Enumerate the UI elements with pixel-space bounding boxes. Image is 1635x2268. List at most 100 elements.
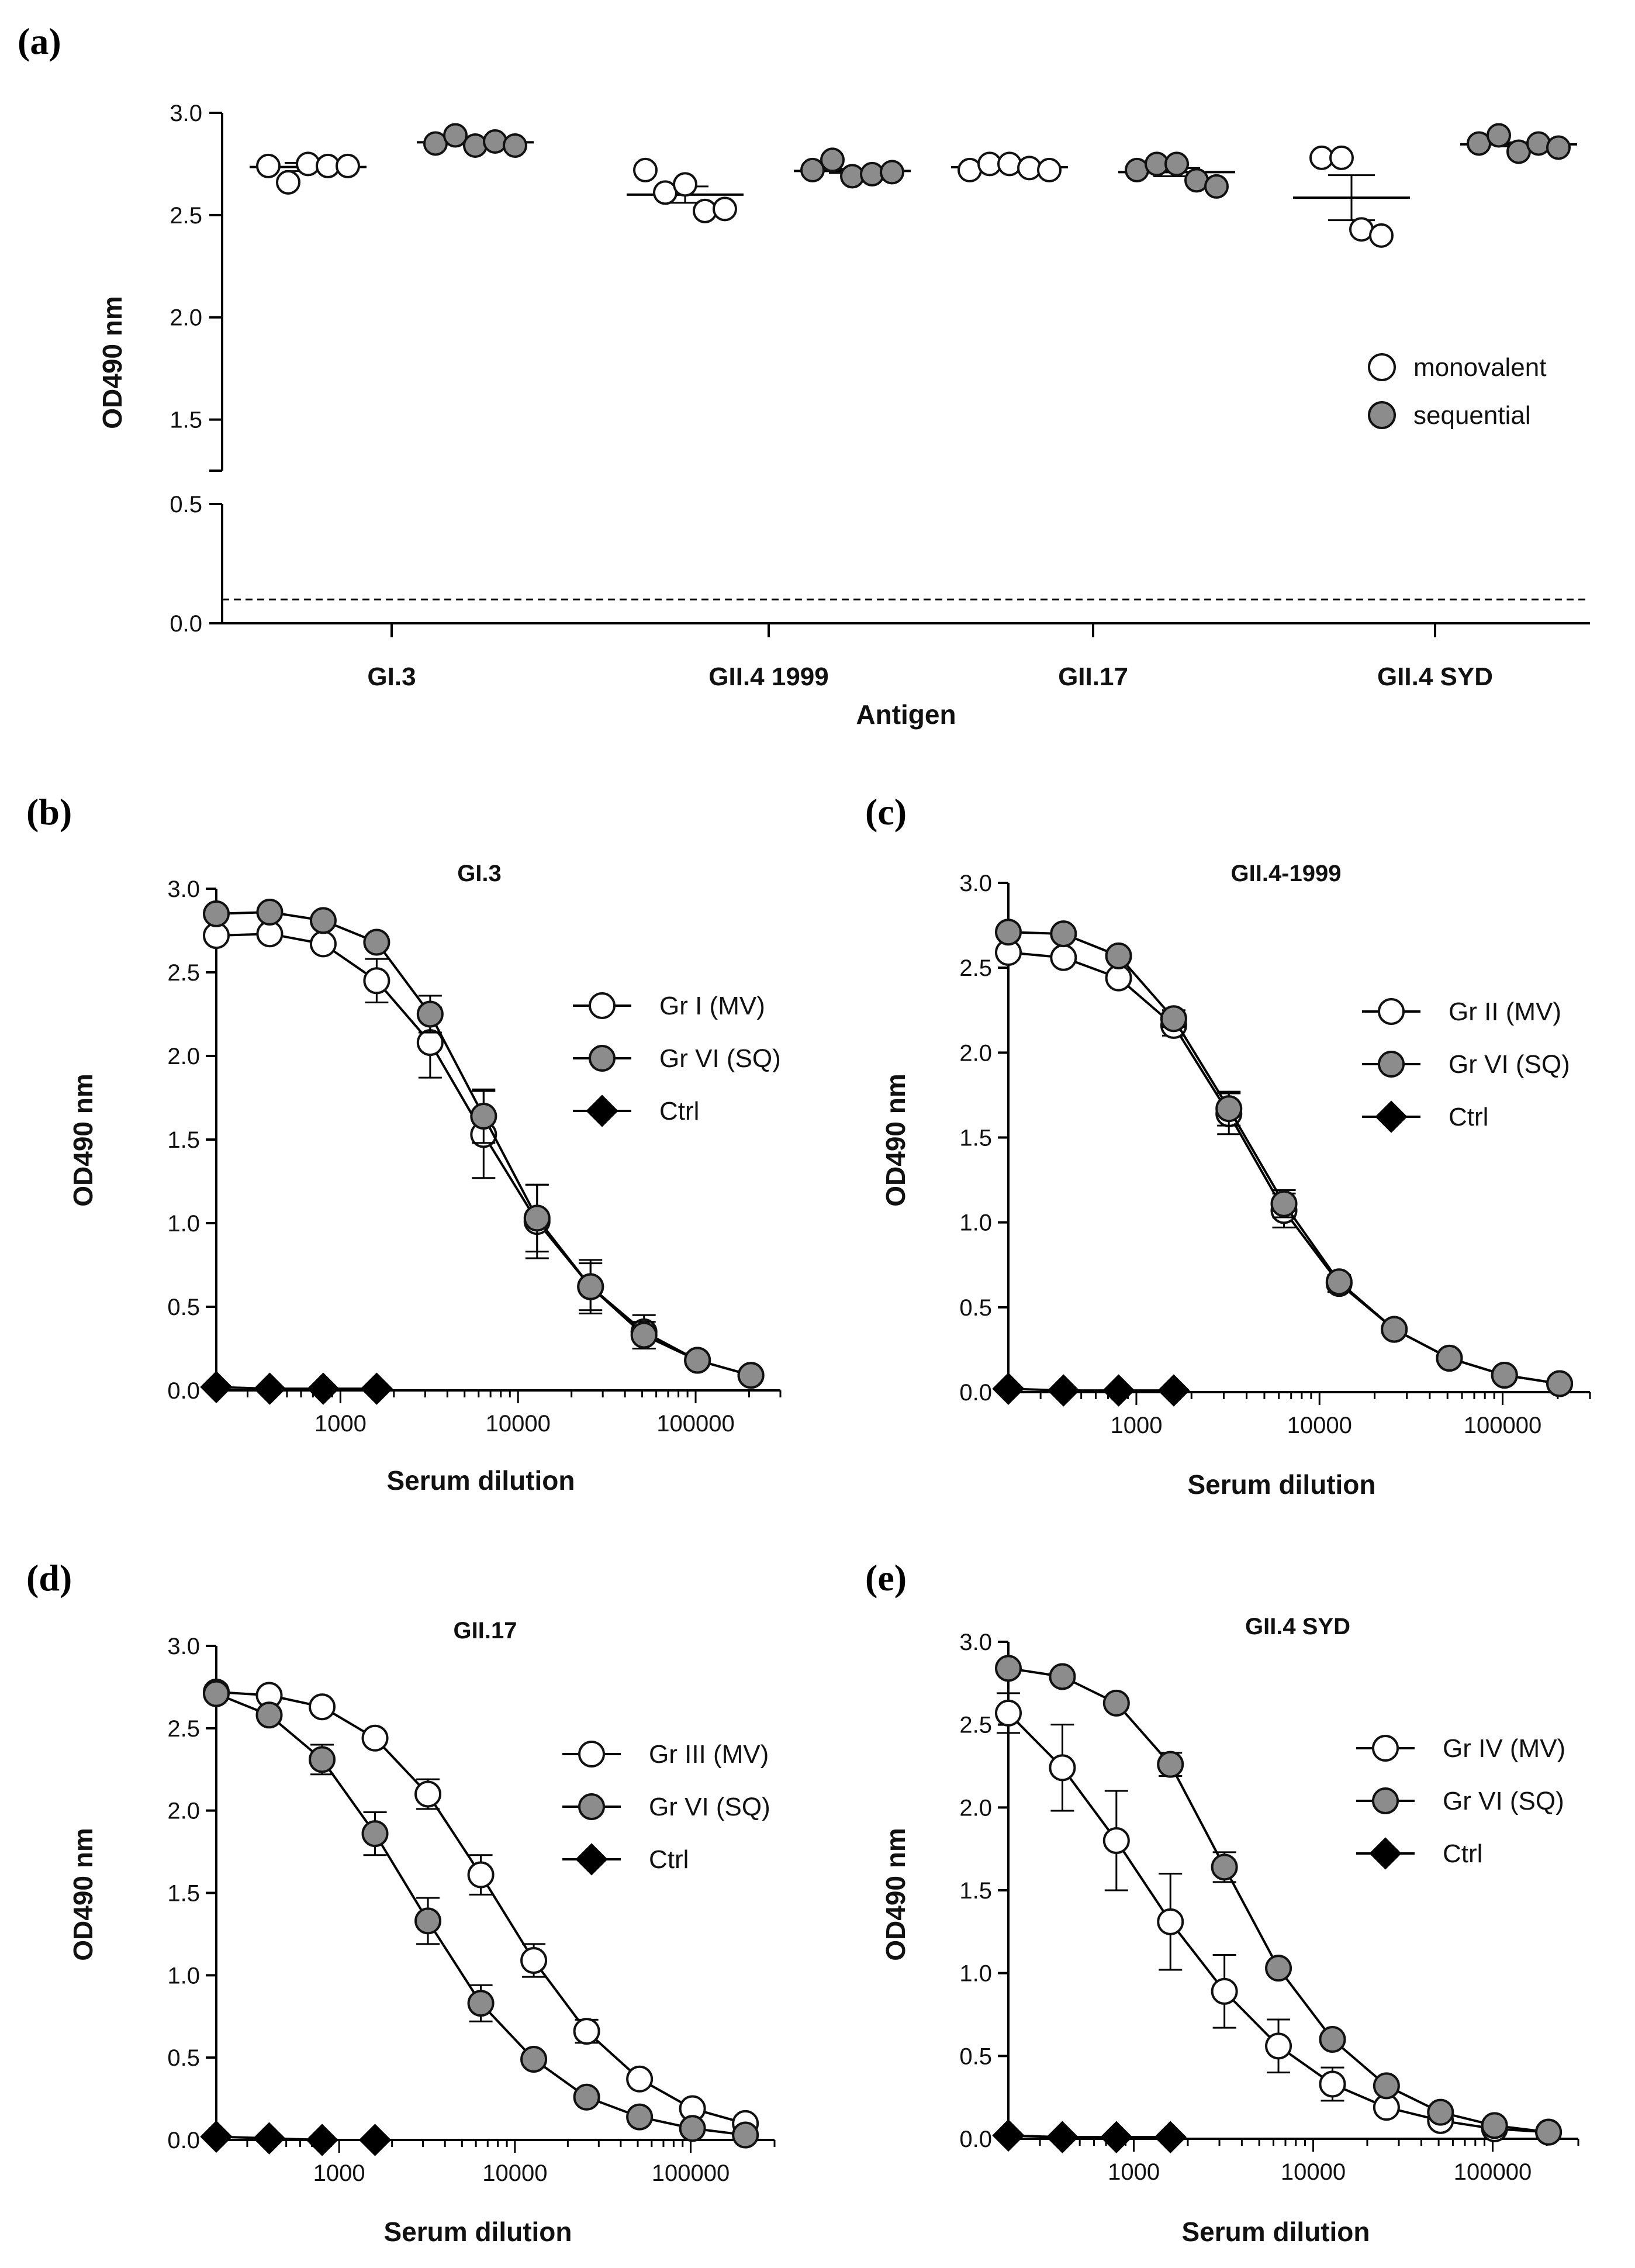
data-point bbox=[732, 2121, 759, 2149]
legend-label: Ctrl bbox=[1443, 1839, 1482, 1868]
y-tick-label: 3.0 bbox=[167, 1634, 200, 1659]
data-point bbox=[573, 2018, 600, 2045]
x-tick-label: 1000 bbox=[314, 1411, 367, 1437]
data-point bbox=[360, 1372, 393, 1405]
data-point bbox=[1049, 1663, 1076, 1690]
y-tick-label: 2.5 bbox=[167, 1716, 200, 1742]
y-tick-label: 2.5 bbox=[167, 960, 200, 986]
data-point bbox=[414, 1780, 442, 1808]
panel-e: (e) GII.4 SYD 0.0 0.5 1.0 1.5 2.0 2.5 3.0 1000 100… bbox=[865, 1557, 1579, 2247]
data-point bbox=[1211, 1853, 1238, 1881]
legend-label: Gr III (MV) bbox=[649, 1740, 769, 1769]
x-tick-label: 100000 bbox=[656, 1411, 734, 1437]
legend-label: Gr I (MV) bbox=[659, 992, 765, 1020]
legend: Gr I (MV) Gr VI (SQ) Ctrl bbox=[573, 992, 781, 1127]
data-point bbox=[520, 2045, 548, 2073]
y-tick-label: 1.5 bbox=[167, 1881, 200, 1907]
data-point bbox=[1487, 123, 1511, 148]
data-point bbox=[1157, 1751, 1184, 1778]
data-point bbox=[800, 157, 825, 182]
data-point bbox=[1215, 1095, 1243, 1123]
chart-title: GII.4-1999 bbox=[1230, 861, 1341, 886]
data-point bbox=[483, 129, 507, 154]
x-tick-label: 10000 bbox=[1281, 2159, 1346, 2185]
y-tick-label: 0.5 bbox=[959, 1295, 992, 1321]
y-tick-label: 1.0 bbox=[959, 1961, 992, 1987]
data-point bbox=[361, 1724, 389, 1752]
data-point bbox=[253, 2122, 286, 2155]
data-point bbox=[633, 157, 658, 182]
data-point bbox=[1049, 1754, 1076, 1782]
chart-title: GII.17 bbox=[454, 1618, 517, 1644]
legend-marker bbox=[589, 1045, 616, 1072]
legend-label: Gr VI (SQ) bbox=[1443, 1787, 1564, 1815]
y-tick-label: 0.0 bbox=[167, 1378, 200, 1404]
data-point bbox=[1373, 2072, 1400, 2100]
chart-title: GII.4 SYD bbox=[1245, 1614, 1350, 1639]
y-axis-title: OD490 nm bbox=[68, 1828, 98, 1961]
data-point bbox=[1102, 1689, 1130, 1717]
y-tick-label: 1.5 bbox=[170, 408, 202, 433]
data-point bbox=[200, 2120, 233, 2153]
group-monovalent bbox=[951, 151, 1068, 182]
panel-label-c: (c) bbox=[865, 791, 907, 833]
data-point bbox=[1100, 2121, 1133, 2153]
y-tick-label: 3.0 bbox=[959, 871, 992, 896]
data-point bbox=[256, 153, 281, 178]
x-tick-label: 10000 bbox=[1287, 1413, 1352, 1438]
data-point bbox=[1535, 2118, 1563, 2146]
y-tick-label: 1.0 bbox=[959, 1210, 992, 1236]
y-tick-label: 0.0 bbox=[959, 1380, 992, 1406]
panel-a: (a) 0.0 0.5 1.5 2.0 2.5 3.0 OD490 nm Antigen GI.3… bbox=[18, 20, 1590, 730]
data-point bbox=[1436, 1344, 1463, 1372]
data-point bbox=[1105, 964, 1132, 992]
data-point bbox=[1270, 1190, 1298, 1217]
data-point bbox=[253, 1372, 286, 1405]
data-point bbox=[1211, 1977, 1238, 2005]
y-axis-title: OD490 nm bbox=[68, 1073, 98, 1207]
group-sequential bbox=[1460, 123, 1577, 164]
legend-label: Gr IV (MV) bbox=[1443, 1734, 1565, 1763]
y-tick-label: 1.5 bbox=[167, 1127, 200, 1153]
x-axis-title: Antigen bbox=[856, 699, 956, 730]
group-monovalent bbox=[627, 157, 744, 223]
y-tick-label: 2.0 bbox=[167, 1044, 200, 1069]
x-axis-title: Serum dilution bbox=[1182, 2217, 1370, 2247]
data-point bbox=[997, 151, 1022, 177]
data-point bbox=[630, 1321, 658, 1349]
data-point bbox=[1319, 2026, 1346, 2053]
data-point bbox=[1491, 1361, 1518, 1389]
data-point bbox=[256, 899, 284, 926]
legend: Gr II (MV) Gr VI (SQ) Ctrl bbox=[1362, 997, 1570, 1133]
data-point bbox=[467, 1990, 495, 2017]
y-tick-label: 0.0 bbox=[959, 2127, 992, 2152]
x-category-label: GII.4 1999 bbox=[708, 662, 828, 691]
x-tick-label: 100000 bbox=[652, 2160, 730, 2186]
y-tick-label: 0.5 bbox=[170, 492, 202, 517]
data-point bbox=[307, 1372, 340, 1405]
legend-marker bbox=[1372, 1735, 1399, 1762]
panel-d: (d) GII.17 0.0 0.5 1.0 1.5 2.0 2.5 3.0 1000 10000 1… bbox=[26, 1557, 776, 2247]
legend-marker-sequential bbox=[1368, 401, 1396, 429]
data-point bbox=[995, 1655, 1022, 1682]
data-point bbox=[416, 1000, 444, 1028]
data-point bbox=[203, 1680, 230, 1707]
series-filled bbox=[995, 919, 1574, 1397]
y-tick-label: 2.0 bbox=[959, 1040, 992, 1066]
data-point bbox=[995, 1699, 1022, 1727]
data-point bbox=[520, 1946, 548, 1974]
x-tick-label: 1000 bbox=[313, 2160, 365, 2186]
y-axis-title: OD490 nm bbox=[97, 296, 127, 429]
data-point bbox=[995, 919, 1022, 946]
legend-marker bbox=[1369, 1837, 1402, 1870]
group-sequential bbox=[417, 123, 534, 158]
data-point bbox=[1102, 1374, 1135, 1407]
legend-marker bbox=[578, 1741, 605, 1768]
series-diamond bbox=[992, 1372, 1190, 1407]
data-point bbox=[713, 196, 737, 222]
y-tick-label: 3.0 bbox=[170, 101, 202, 126]
x-axis-title: Serum dilution bbox=[387, 1465, 575, 1496]
x-tick-label: 1000 bbox=[1110, 1413, 1162, 1438]
y-tick-label: 2.0 bbox=[170, 305, 202, 331]
